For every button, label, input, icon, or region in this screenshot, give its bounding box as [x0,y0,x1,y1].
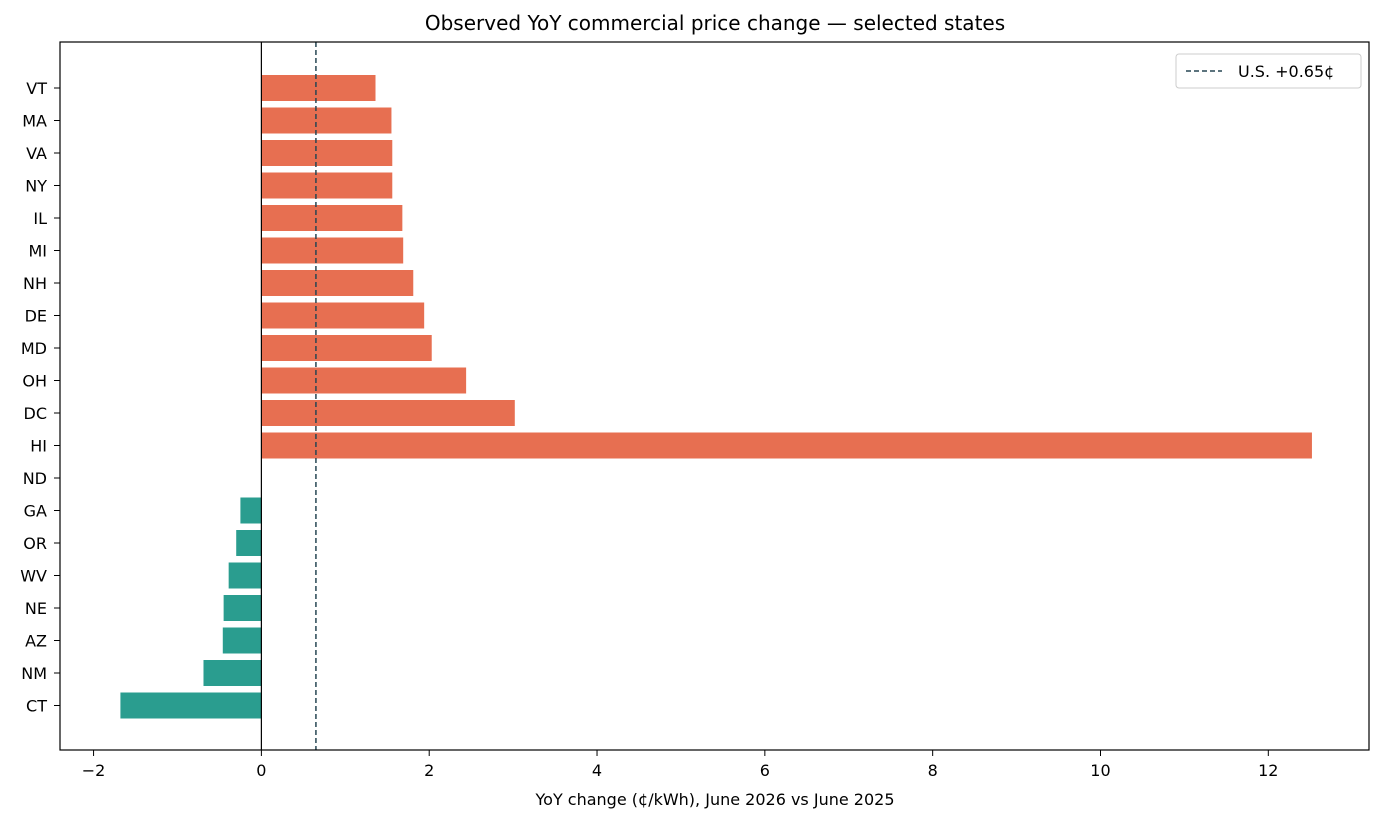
y-tick-label-va: VA [26,144,47,163]
x-axis-label: YoY change (¢/kWh), June 2026 vs June 20… [535,790,895,809]
bar-md [261,335,432,361]
bar-ga [240,497,262,524]
x-tick-label-1: 0 [256,761,266,780]
y-tick-label-ne: NE [25,599,47,618]
chart-title: Observed YoY commercial price change — s… [425,11,1005,35]
y-tick-label-az: AZ [25,632,47,651]
legend-box [1175,53,1362,89]
y-tick-label-ga: GA [24,502,47,521]
bar-or [236,530,262,556]
x-tick-label-7: 12 [1258,761,1278,780]
y-tick-label-dc: DC [24,404,48,423]
bar-az [222,627,262,654]
y-tick-label-mi: MI [28,242,47,261]
x-tick-label-3: 4 [592,761,602,780]
bar-ne [223,595,262,621]
bar-ct [120,692,262,719]
bar-nh [261,270,414,296]
x-tick-label-0: −2 [82,761,106,780]
bar-dc [261,400,515,426]
bar-oh [261,367,467,394]
y-tick-label-or: OR [23,534,47,553]
x-tick-label-6: 10 [1090,761,1110,780]
x-axis: −2 0 2 4 6 8 10 12 [82,750,1278,780]
y-tick-label-nh: NH [23,274,47,293]
y-tick-label-ny: NY [25,177,47,196]
legend-label-reference: U.S. +0.65¢ [1238,62,1334,81]
x-tick-label-4: 6 [760,761,770,780]
y-tick-label-vt: VT [26,79,47,98]
y-tick-label-nd: ND [23,469,47,488]
bar-ny [261,172,393,199]
x-tick-label-2: 2 [424,761,434,780]
bar-va [261,140,393,166]
bar-de [261,302,425,329]
x-tick-label-5: 8 [928,761,938,780]
bar-vt [261,75,376,101]
bar-mi [261,237,404,264]
plot-area [120,42,1312,750]
bar-il [261,205,403,231]
y-tick-label-hi: HI [30,437,47,456]
bar-ma [261,107,392,134]
legend: U.S. +0.65¢ [1175,53,1362,89]
y-tick-label-nm: NM [21,664,47,683]
bar-nm [203,660,262,686]
y-tick-label-de: DE [25,307,47,326]
y-tick-label-wv: WV [20,567,47,586]
y-tick-label-il: IL [33,209,47,228]
y-tick-label-ma: MA [22,112,47,131]
y-tick-label-md: MD [21,339,47,358]
y-axis: VT MA VA NY IL MI NH DE MD OH DC HI ND GA OR WV NE AZ NM CT [20,79,60,716]
plot-frame [59,41,1370,751]
y-tick-label-oh: OH [22,372,47,391]
y-tick-label-ct: CT [26,697,47,716]
bar-wv [228,562,262,589]
bar-hi [261,432,1312,459]
